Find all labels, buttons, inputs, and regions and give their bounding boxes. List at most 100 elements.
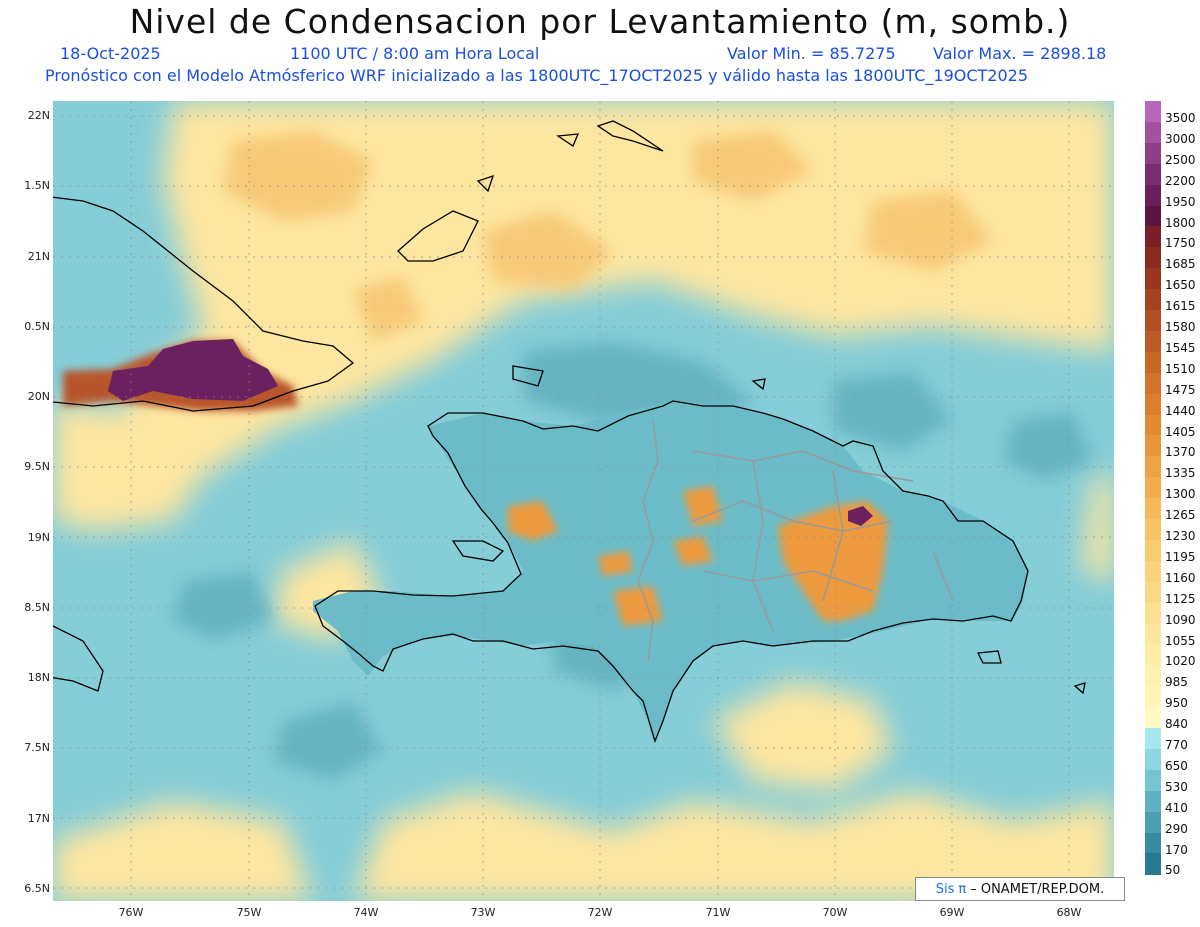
legend-swatch [1145,101,1161,123]
pi-icon: π [958,881,967,897]
legend-label: 770 [1165,738,1188,752]
legend-label: 1195 [1165,549,1196,564]
legend-swatch [1145,121,1161,144]
legend-label: 1300 [1165,487,1196,502]
legend-label: 3000 [1165,131,1196,146]
x-tick-label: 68W [1056,906,1082,919]
legend-label: 1020 [1165,654,1196,669]
legend-label: 1055 [1165,633,1196,648]
coastlines [53,120,1086,743]
legend-swatch [1145,602,1161,624]
legend-swatch [1145,393,1161,415]
y-tick-label: 8.5N [24,601,50,614]
legend-swatch [1145,163,1161,186]
lcl-map [53,101,1114,901]
legend-swatch [1145,644,1161,666]
orange-streaks [223,131,993,341]
y-tick-label: 18N [27,671,50,684]
y-tick-label: 1.5N [24,179,50,192]
dr-orange [508,486,888,626]
cuba-purple [108,339,278,401]
legend-label: 1370 [1165,445,1196,460]
legend-swatch [1145,832,1161,854]
legend-swatch [1145,456,1161,478]
hispaniola-land [313,401,1028,741]
legend-swatch [1145,226,1161,248]
max-value: Valor Max. = 2898.18 [933,44,1107,63]
legend-label: 1090 [1165,612,1196,627]
credit-text: – ONAMET/REP.DOM. [970,881,1105,897]
legend-label: 1230 [1165,529,1196,543]
x-tick-label: 76W [118,906,144,919]
dr-purple-spot [848,506,873,526]
legend-swatch [1145,310,1161,332]
x-tick-label: 75W [236,906,262,919]
y-tick-label: 17N [27,812,50,825]
legend-swatch [1145,330,1161,353]
legend-label: 2200 [1165,173,1196,188]
legend-swatch [1145,686,1161,708]
legend-label: 290 [1165,821,1188,836]
legend-swatch [1145,728,1161,750]
min-value: Valor Min. = 85.7275 [727,44,896,63]
legend-swatch [1145,372,1161,395]
legend-label: 1475 [1165,382,1196,397]
legend-swatch [1145,623,1161,645]
legend-swatch [1145,707,1161,729]
legend-swatch [1145,498,1161,520]
legend-swatch [1145,665,1161,687]
legend-label: 840 [1165,717,1188,732]
legend-swatch [1145,853,1161,875]
legend-label: 50 [1165,863,1181,878]
legend-label: 1650 [1165,278,1196,293]
x-tick-label: 74W [353,906,379,919]
legend-swatch [1145,414,1161,436]
yellow-zones [53,101,1114,901]
y-tick-label: 19N [27,531,50,544]
x-tick-label: 71W [705,906,731,919]
legend-swatch [1145,351,1161,374]
legend-label: 1440 [1165,403,1196,418]
legend-label: 410 [1165,800,1188,815]
y-tick-label: 21N [27,250,50,263]
legend-swatch [1145,769,1161,792]
legend-label: 1580 [1165,320,1196,334]
legend-swatch [1145,142,1161,165]
legend-swatch [1145,539,1161,562]
legend-label: 1800 [1165,215,1196,230]
legend-swatch [1145,205,1161,227]
x-tick-label: 73W [470,906,496,919]
legend-label: 1950 [1165,194,1196,209]
grid-lines [53,101,1114,901]
credit-sis: Sis [935,881,955,897]
legend-label: 1510 [1165,361,1196,376]
x-tick-label: 69W [939,906,965,919]
y-tick-label: 20N [27,390,50,403]
legend-label: 170 [1165,842,1188,857]
legend-label: 985 [1165,675,1188,690]
y-tick-label: 9.5N [24,460,50,473]
legend-label: 1265 [1165,508,1196,523]
legend-swatch [1145,247,1161,269]
legend-label: 1545 [1165,340,1196,355]
legend-swatch [1145,560,1161,583]
legend-label: 1750 [1165,236,1196,251]
legend-swatch [1145,289,1161,311]
forecast-time: 1100 UTC / 8:00 am Hora Local [290,44,540,63]
legend-swatch [1145,268,1161,290]
legend-label: 650 [1165,758,1188,773]
y-tick-label: 7.5N [24,741,50,754]
legend-label: 3500 [1165,111,1196,125]
credit-box: Sis π – ONAMET/REP.DOM. [915,877,1125,901]
legend-swatch [1145,790,1161,813]
province-borders [637,420,954,662]
legend-swatch [1145,748,1161,771]
y-tick-label: 22N [27,109,50,122]
page-title: Nivel de Condensacion por Levantamiento … [129,2,1071,41]
legend-label: 1335 [1165,466,1196,481]
legend-label: 950 [1165,696,1188,711]
legend-swatch [1145,811,1161,833]
y-tick-label: 6.5N [24,882,50,895]
x-tick-label: 72W [587,906,613,919]
legend-swatch [1145,581,1161,604]
